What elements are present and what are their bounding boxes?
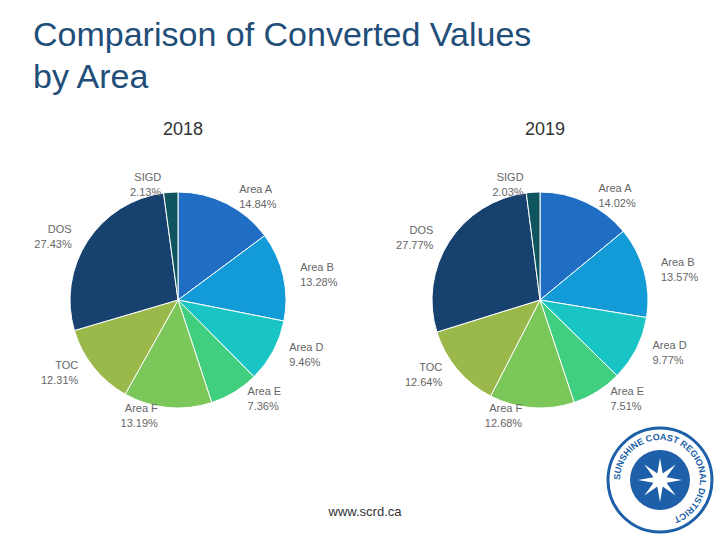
svg-text:13.57%: 13.57%	[661, 271, 699, 283]
svg-text:7.51%: 7.51%	[610, 400, 641, 412]
svg-text:Area E: Area E	[248, 385, 282, 397]
svg-text:Area D: Area D	[289, 341, 323, 353]
svg-text:27.43%: 27.43%	[34, 238, 72, 250]
svg-text:Area F: Area F	[489, 402, 522, 414]
svg-text:Area D: Area D	[652, 339, 686, 351]
svg-text:TOC: TOC	[419, 361, 442, 373]
svg-text:Area A: Area A	[598, 182, 632, 194]
svg-text:12.31%: 12.31%	[41, 374, 79, 386]
svg-text:27.77%: 27.77%	[396, 239, 434, 251]
svg-text:SIGD: SIGD	[497, 171, 524, 183]
svg-text:Area A: Area A	[239, 183, 273, 195]
svg-text:9.46%: 9.46%	[289, 356, 320, 368]
svg-text:DOS: DOS	[410, 224, 434, 236]
svg-text:Comparison of Converted Values: Comparison of Converted Values	[33, 15, 531, 53]
svg-text:12.64%: 12.64%	[405, 376, 443, 388]
svg-text:TOC: TOC	[55, 359, 78, 371]
svg-text:7.36%: 7.36%	[248, 400, 279, 412]
svg-text:Area F: Area F	[125, 402, 158, 414]
svg-text:12.68%: 12.68%	[485, 417, 523, 429]
svg-text:2.03%: 2.03%	[492, 186, 523, 198]
svg-text:Area E: Area E	[610, 385, 644, 397]
svg-text:www.scrd.ca: www.scrd.ca	[328, 504, 403, 519]
svg-text:Area B: Area B	[300, 261, 334, 273]
svg-text:2.13%: 2.13%	[130, 186, 161, 198]
svg-text:DOS: DOS	[48, 223, 72, 235]
svg-text:2018: 2018	[163, 119, 203, 139]
svg-text:14.02%: 14.02%	[598, 197, 636, 209]
svg-text:SUNSHINE COAST REGIONAL DISTRI: SUNSHINE COAST REGIONAL DISTRICT	[612, 432, 708, 525]
svg-text:Area B: Area B	[661, 256, 695, 268]
svg-text:14.84%: 14.84%	[239, 198, 277, 210]
svg-text:2019: 2019	[525, 119, 565, 139]
svg-text:by Area: by Area	[33, 57, 148, 95]
svg-text:9.77%: 9.77%	[652, 354, 683, 366]
svg-text:13.28%: 13.28%	[300, 276, 338, 288]
svg-text:13.19%: 13.19%	[121, 417, 159, 429]
svg-text:SIGD: SIGD	[134, 171, 161, 183]
